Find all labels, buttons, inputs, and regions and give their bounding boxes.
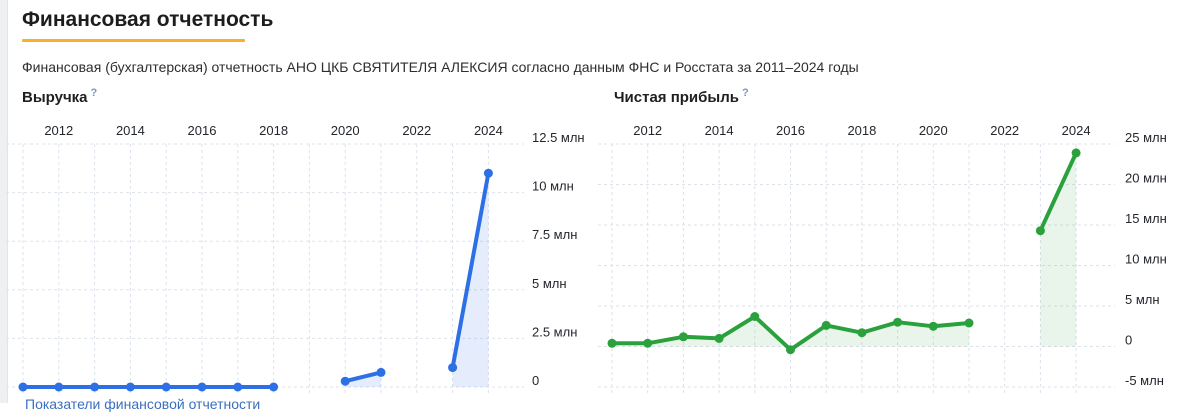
data-point [1035, 226, 1045, 236]
charts-row: Выручка? 2012 2014 2016 2018 2020 2022 2024 12.… [6, 84, 1190, 393]
x-axis-labels: 2012 2014 2016 2018 2020 2022 2024 [633, 123, 1090, 138]
data-point [233, 382, 243, 392]
y-axis-labels: 25 млн 20 млн 15 млн 10 млн 5 млн 0 -5 млн [1125, 130, 1167, 388]
svg-text:15 млн: 15 млн [1125, 211, 1167, 226]
data-point [483, 168, 493, 178]
svg-text:0: 0 [532, 373, 539, 388]
svg-text:2.5 млн: 2.5 млн [532, 324, 577, 339]
svg-text:2020: 2020 [331, 123, 360, 138]
svg-text:2024: 2024 [474, 123, 503, 138]
help-icon[interactable]: ? [90, 87, 98, 99]
svg-text:2016: 2016 [776, 123, 805, 138]
svg-text:5 млн: 5 млн [532, 276, 567, 291]
data-point [197, 382, 207, 392]
data-point [340, 376, 350, 386]
data-point [857, 328, 867, 338]
title-accent-underline [22, 39, 245, 42]
financial-indicators-link[interactable]: Показатели финансовой отчетности [25, 396, 261, 412]
data-point [161, 382, 171, 392]
data-point [964, 318, 974, 328]
data-point [821, 320, 831, 330]
svg-text:2020: 2020 [919, 123, 948, 138]
data-point [448, 363, 458, 373]
svg-text:5 млн: 5 млн [1125, 292, 1160, 307]
series-line [343, 370, 383, 384]
data-point [90, 382, 100, 392]
svg-text:12.5 млн: 12.5 млн [532, 130, 585, 145]
svg-text:2022: 2022 [402, 123, 431, 138]
data-point [928, 321, 938, 331]
data-point [18, 382, 28, 392]
svg-text:-5 млн: -5 млн [1125, 373, 1164, 388]
series-line [1038, 150, 1079, 233]
svg-text:2014: 2014 [116, 123, 145, 138]
gridlines [598, 143, 1115, 393]
data-point [607, 338, 617, 348]
y-axis-labels: 12.5 млн 10 млн 7.5 млн 5 млн 2.5 млн 0 [532, 130, 585, 388]
svg-text:20 млн: 20 млн [1125, 171, 1167, 186]
revenue-chart-canvas: 2012 2014 2016 2018 2020 2022 2024 12.5 млн 10 м… [6, 123, 585, 393]
svg-text:25 млн: 25 млн [1125, 130, 1167, 145]
svg-text:2018: 2018 [847, 123, 876, 138]
gridlines [6, 143, 524, 393]
net-profit-chart-block: Чистая прибыль? 2012 2014 2016 2018 2020 2022… [598, 84, 1190, 393]
data-point [269, 382, 279, 392]
section-subtitle: Финансовая (бухгалтерская) отчетность АН… [22, 59, 859, 75]
series-line [450, 171, 491, 370]
revenue-chart-title-label: Выручка [22, 89, 88, 106]
page-edge-strip [0, 0, 8, 403]
series-area [612, 316, 969, 350]
svg-text:7.5 млн: 7.5 млн [532, 227, 577, 242]
data-point [786, 345, 795, 355]
series-area [1040, 152, 1077, 347]
revenue-chart-block: Выручка? 2012 2014 2016 2018 2020 2022 2024 12.… [6, 84, 598, 393]
data-point [125, 382, 135, 392]
net-profit-chart-canvas: 2012 2014 2016 2018 2020 2022 2024 25 млн 20 млн… [598, 123, 1167, 393]
svg-text:2024: 2024 [1062, 123, 1091, 138]
data-point [750, 312, 760, 321]
svg-text:10 млн: 10 млн [1125, 252, 1167, 267]
financials-section: Финансовая отчетность Финансовая (бухгал… [22, 8, 859, 76]
revenue-chart-title: Выручка? [22, 84, 598, 107]
svg-text:10 млн: 10 млн [532, 179, 574, 194]
svg-text:0: 0 [1125, 333, 1132, 348]
svg-text:2012: 2012 [633, 123, 662, 138]
net-profit-chart-title: Чистая прибыль? [614, 84, 1190, 107]
help-icon[interactable]: ? [741, 87, 749, 99]
data-point [1071, 148, 1081, 158]
data-point [714, 333, 724, 343]
svg-text:2014: 2014 [705, 123, 734, 138]
net-profit-chart-title-label: Чистая прибыль [614, 89, 739, 106]
svg-text:2012: 2012 [44, 123, 73, 138]
data-point [678, 332, 688, 342]
page-title: Финансовая отчетность [22, 8, 274, 31]
data-point [893, 317, 903, 327]
data-point [643, 338, 653, 348]
svg-text:2022: 2022 [990, 123, 1019, 138]
svg-text:2018: 2018 [259, 123, 288, 138]
svg-text:2016: 2016 [188, 123, 217, 138]
x-axis-labels: 2012 2014 2016 2018 2020 2022 2024 [44, 123, 503, 138]
data-point [54, 382, 64, 392]
data-point [376, 367, 386, 377]
